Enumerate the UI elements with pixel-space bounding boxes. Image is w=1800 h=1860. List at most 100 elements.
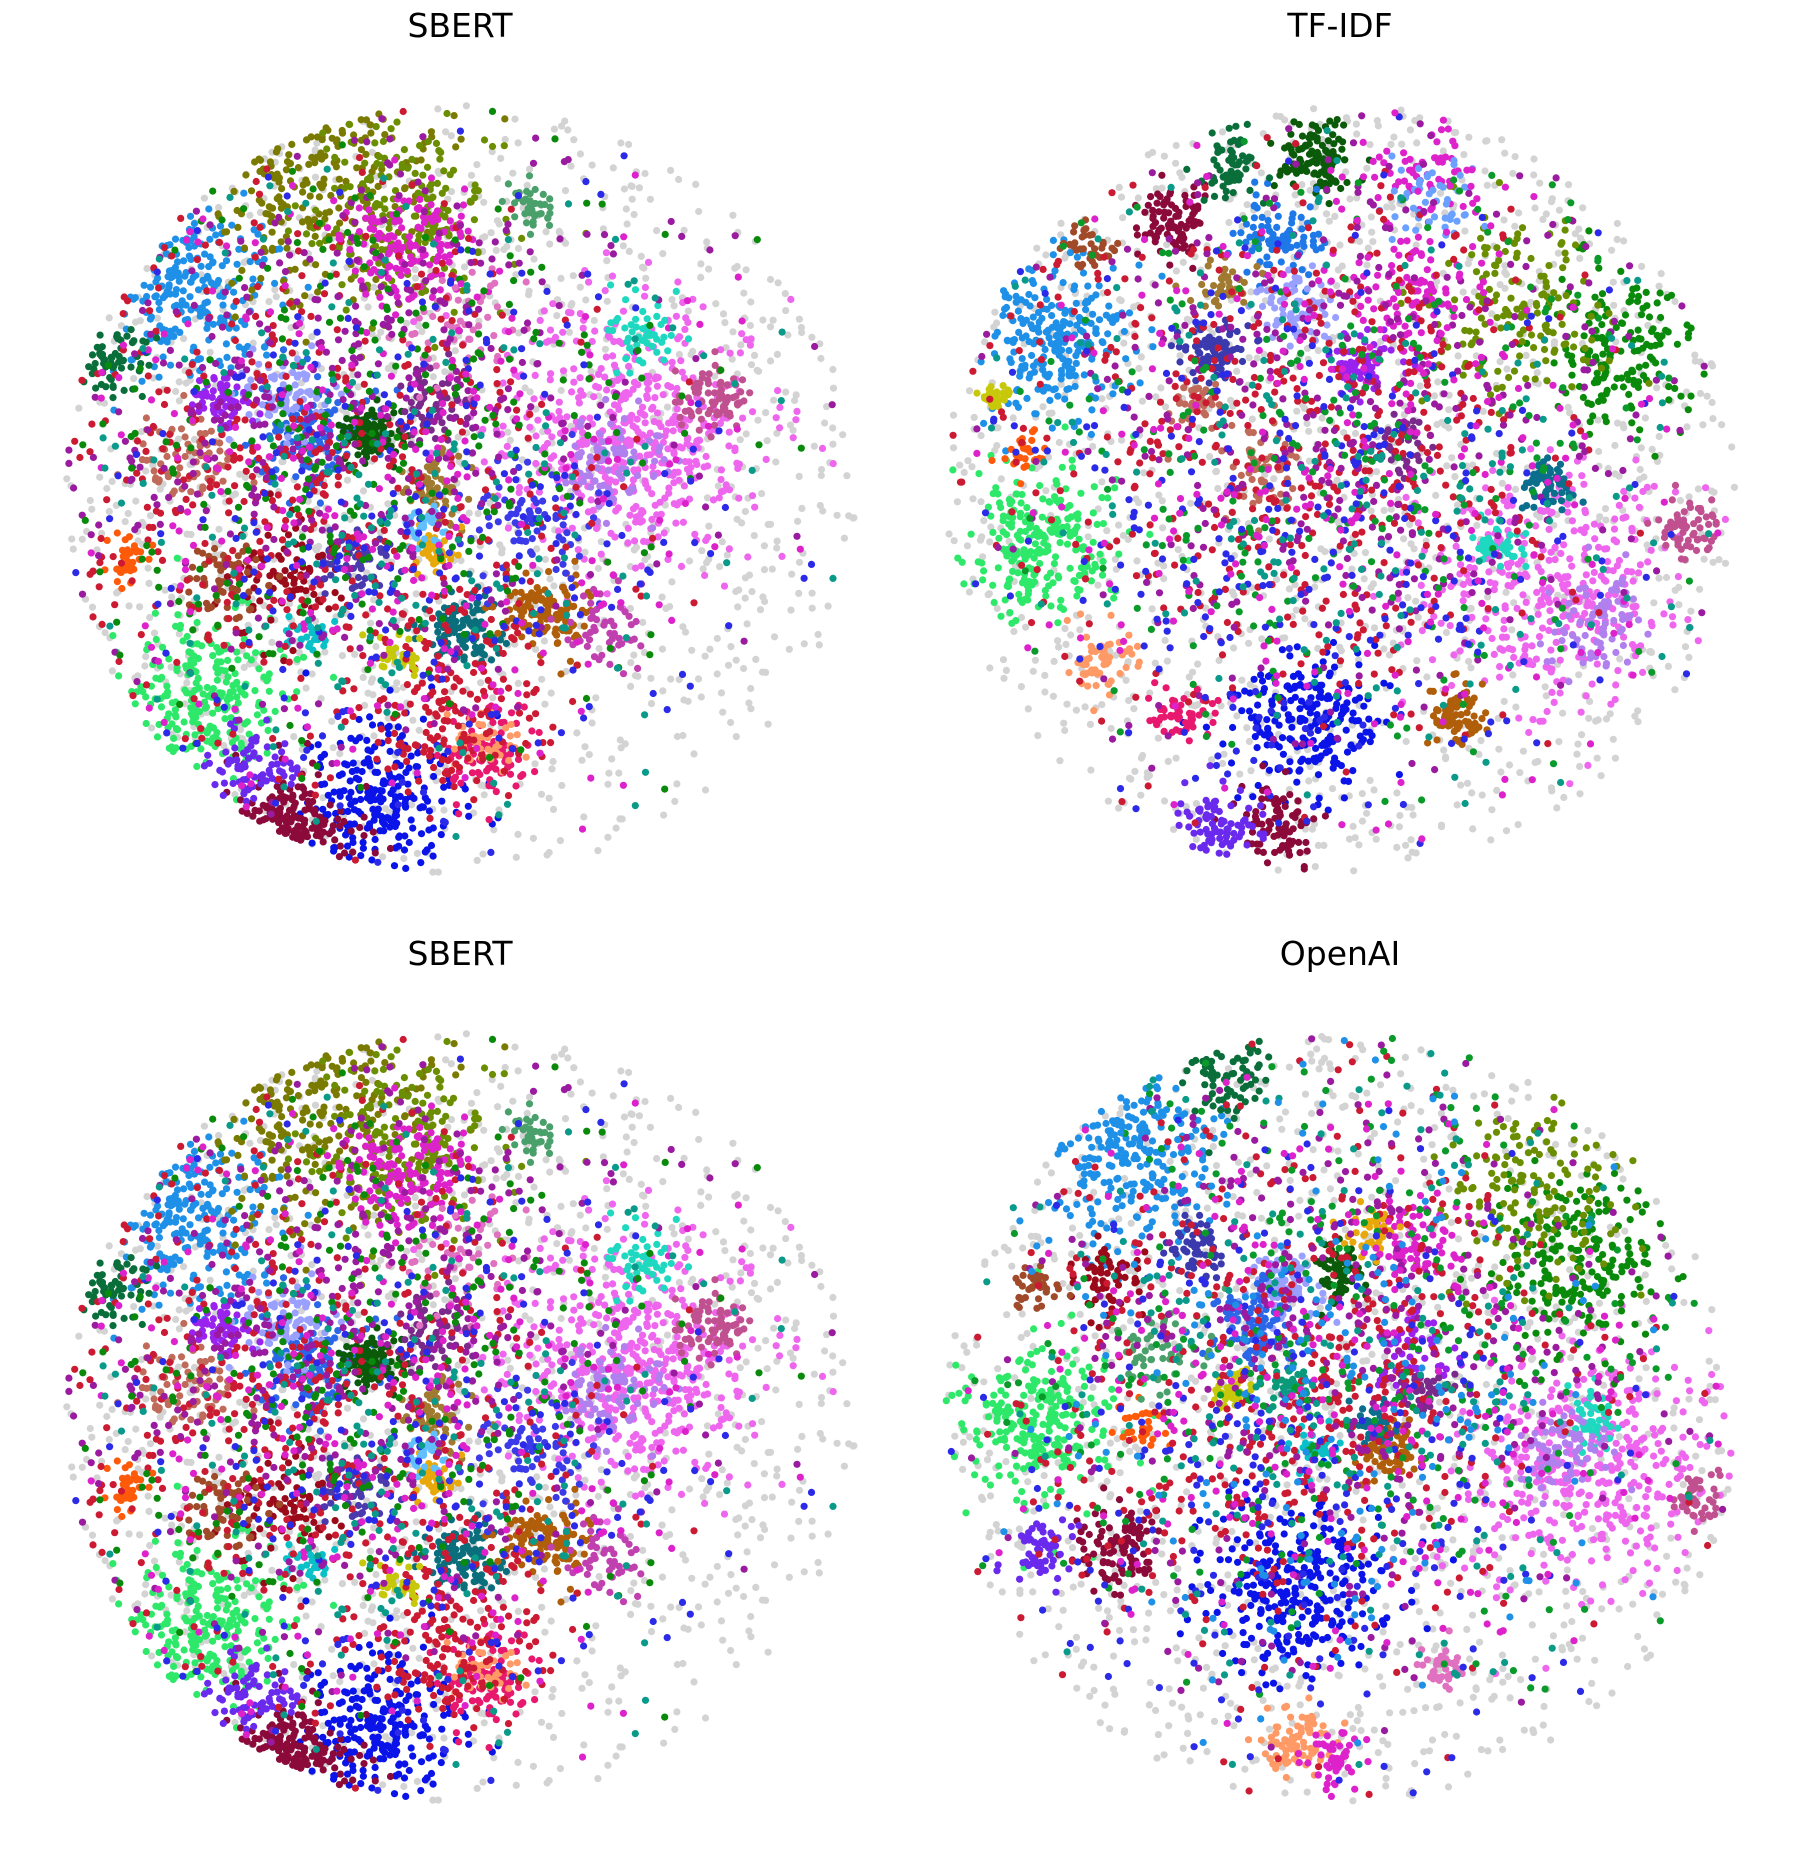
- scatter-point: [713, 408, 721, 416]
- scatter-point: [360, 813, 368, 821]
- scatter-point: [308, 839, 316, 847]
- scatter-point: [434, 868, 442, 876]
- scatter-point: [68, 535, 76, 543]
- scatter-point: [707, 433, 715, 441]
- scatter-point: [699, 565, 707, 573]
- scatter-point: [280, 772, 288, 780]
- scatter-point: [485, 522, 493, 530]
- scatter-point: [141, 662, 149, 670]
- scatter-point: [810, 442, 818, 450]
- scatter-point: [384, 714, 392, 722]
- scatter-point: [624, 539, 632, 547]
- scatter-point: [187, 530, 195, 539]
- scatter-point: [760, 542, 769, 550]
- scatter-point: [314, 771, 322, 779]
- scatter-point: [570, 365, 578, 373]
- scatter-point: [580, 622, 588, 630]
- scatter-point: [340, 184, 349, 192]
- scatter-point: [795, 472, 803, 480]
- scatter-point: [740, 289, 748, 297]
- scatter-point: [641, 292, 649, 300]
- scatter-point: [410, 318, 418, 326]
- scatter-point: [288, 765, 296, 773]
- scatter-point: [285, 600, 294, 608]
- scatter-point: [330, 406, 339, 414]
- scatter-point: [386, 244, 394, 252]
- scatter-point: [348, 584, 356, 593]
- scatter-point: [497, 154, 505, 162]
- scatter-point: [404, 780, 412, 788]
- scatter-point: [704, 389, 712, 397]
- scatter-point: [282, 829, 290, 837]
- scatter-point: [136, 603, 144, 611]
- scatter-point: [403, 319, 411, 327]
- scatter-point: [635, 356, 643, 364]
- scatter-point: [189, 718, 197, 726]
- scatter-point: [143, 264, 151, 273]
- scatter-point: [274, 806, 283, 814]
- scatter-point: [668, 578, 676, 586]
- scatter-point: [817, 465, 826, 474]
- scatter-point: [471, 617, 479, 626]
- scatter-point: [465, 812, 473, 820]
- scatter-point: [522, 569, 530, 577]
- scatter-point: [401, 709, 409, 717]
- scatter-point: [673, 501, 681, 509]
- scatter-point: [653, 382, 662, 390]
- scatter-point: [335, 175, 343, 183]
- scatter-point: [474, 249, 482, 257]
- scatter-point: [419, 171, 427, 179]
- scatter-point: [288, 140, 296, 148]
- scatter-point: [387, 430, 395, 438]
- scatter-point: [660, 356, 668, 364]
- scatter-point: [367, 129, 375, 137]
- scatter-point: [603, 297, 611, 305]
- scatter-point: [328, 717, 336, 725]
- scatter-point: [741, 507, 750, 516]
- scatter-point: [142, 414, 150, 422]
- scatter-point: [658, 593, 666, 601]
- scatter-point: [209, 709, 217, 717]
- scatter-point: [679, 731, 687, 740]
- scatter-point: [558, 122, 566, 130]
- scatter-point: [681, 458, 689, 466]
- scatter-point: [593, 524, 601, 533]
- scatter-point: [502, 639, 510, 648]
- scatter-point: [440, 537, 448, 545]
- scatter-point: [268, 212, 276, 220]
- scatter-point: [438, 419, 446, 427]
- scatter-point: [532, 710, 540, 718]
- scatter-point: [407, 398, 415, 407]
- scatter-point: [194, 286, 203, 294]
- scatter-point: [144, 564, 152, 572]
- scatter-point: [93, 343, 101, 351]
- scatter-point: [156, 485, 164, 493]
- scatter-point: [746, 389, 754, 397]
- scatter-point: [421, 743, 429, 751]
- scatter-point: [258, 774, 266, 783]
- scatter-point: [336, 807, 345, 815]
- scatter-point: [829, 424, 837, 432]
- scatter-point: [152, 278, 160, 286]
- scatter-point: [295, 648, 303, 657]
- scatter-point: [463, 414, 472, 422]
- scatter-point: [740, 664, 748, 673]
- scatter-point: [623, 220, 631, 228]
- scatter-point: [131, 700, 139, 708]
- scatter-point: [543, 439, 552, 448]
- scatter-point: [245, 606, 254, 614]
- scatter-point: [235, 559, 243, 567]
- scatter-point: [681, 628, 690, 636]
- scatter-point: [394, 239, 402, 247]
- scatter-point: [343, 842, 352, 850]
- scatter-point: [492, 765, 500, 773]
- scatter-point: [630, 448, 638, 456]
- scatter-point: [288, 774, 297, 782]
- scatter-point: [434, 105, 442, 113]
- scatter-point: [515, 463, 523, 472]
- scatter-point: [793, 407, 801, 415]
- scatter-point: [482, 730, 490, 738]
- scatter-point: [283, 440, 291, 448]
- scatter-point: [568, 430, 576, 439]
- scatter-point: [316, 440, 324, 448]
